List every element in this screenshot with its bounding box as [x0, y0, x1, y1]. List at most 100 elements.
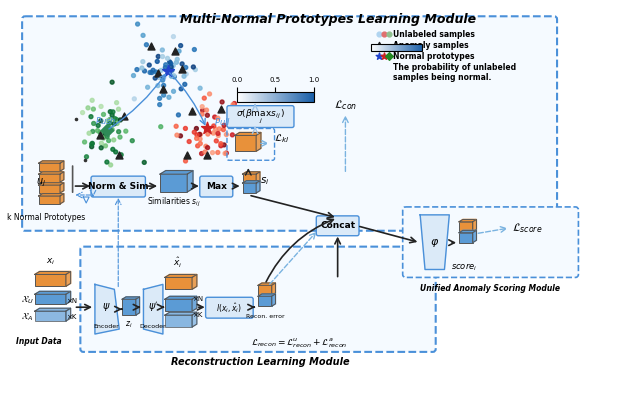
Point	[190, 66, 200, 73]
Point	[156, 123, 166, 130]
Point	[102, 133, 112, 140]
Point	[109, 121, 119, 127]
Point	[105, 120, 115, 127]
Point	[111, 99, 122, 106]
FancyBboxPatch shape	[38, 185, 60, 193]
Point	[209, 130, 219, 136]
Text: Multi-Normal Prototypes Learning Module: Multi-Normal Prototypes Learning Module	[180, 13, 476, 26]
Point	[102, 127, 112, 134]
Point	[195, 131, 205, 138]
Point	[86, 141, 97, 147]
Point	[152, 70, 163, 76]
Text: $\mathcal{L}_{score}$: $\mathcal{L}_{score}$	[513, 221, 543, 235]
Point	[374, 53, 385, 59]
FancyBboxPatch shape	[316, 216, 359, 236]
Polygon shape	[38, 194, 64, 196]
Text: ×K: ×K	[66, 314, 76, 320]
Point	[105, 108, 115, 115]
Point	[184, 138, 195, 145]
FancyBboxPatch shape	[38, 163, 60, 171]
Point	[198, 107, 208, 114]
Point	[166, 64, 176, 70]
Point	[99, 135, 109, 141]
Point	[108, 109, 118, 115]
Polygon shape	[160, 171, 193, 174]
Point	[191, 135, 202, 141]
Text: $s_i$: $s_i$	[260, 175, 269, 187]
Point	[79, 139, 90, 145]
Point	[171, 123, 181, 129]
Polygon shape	[258, 294, 275, 296]
Text: $l(x_i, \hat{x}_i)$: $l(x_i, \hat{x}_i)$	[216, 301, 243, 315]
Text: Max: Max	[206, 182, 227, 191]
Point	[70, 116, 81, 122]
Polygon shape	[459, 230, 476, 233]
Polygon shape	[38, 172, 64, 174]
Text: $\mathcal{X}_A$: $\mathcal{X}_A$	[21, 311, 33, 323]
Point	[137, 65, 147, 71]
Text: Input Data: Input Data	[16, 337, 61, 346]
FancyBboxPatch shape	[165, 277, 192, 289]
Point	[195, 132, 205, 138]
Point	[202, 125, 212, 132]
Point	[160, 64, 170, 71]
Text: Concat: Concat	[320, 221, 355, 230]
Point	[229, 100, 239, 107]
Point	[164, 59, 175, 65]
Point	[95, 132, 105, 139]
Point	[166, 73, 177, 79]
Point	[153, 53, 163, 60]
Point	[210, 114, 220, 120]
Point	[157, 53, 168, 60]
Point	[168, 72, 179, 79]
Point	[188, 64, 198, 70]
Polygon shape	[187, 171, 193, 192]
Point	[77, 109, 88, 116]
Text: $\psi$: $\psi$	[102, 301, 111, 313]
Polygon shape	[459, 219, 476, 222]
Point	[176, 86, 186, 92]
Polygon shape	[271, 294, 275, 306]
Point	[207, 149, 218, 156]
Point	[177, 66, 188, 72]
Point	[221, 131, 232, 138]
Point	[212, 149, 223, 156]
Polygon shape	[60, 183, 64, 193]
Polygon shape	[122, 297, 140, 299]
Text: k Normal Prototypes: k Normal Prototypes	[7, 213, 86, 222]
Point	[166, 60, 176, 66]
Polygon shape	[143, 285, 163, 334]
Point	[173, 112, 184, 118]
Point	[150, 75, 160, 81]
Text: $\mathcal{L}_{recon} = \mathcal{L}^u_{recon} + \mathcal{L}^a_{recon}$: $\mathcal{L}_{recon} = \mathcal{L}^u_{re…	[250, 337, 347, 351]
Point	[168, 88, 179, 94]
Point	[199, 95, 209, 101]
Point	[80, 157, 90, 163]
Point	[138, 59, 148, 65]
Point	[104, 117, 115, 123]
Point	[195, 85, 205, 91]
Point	[180, 81, 190, 88]
Polygon shape	[95, 285, 119, 334]
Point	[177, 61, 188, 67]
Point	[110, 116, 120, 122]
Polygon shape	[165, 296, 197, 299]
Point	[208, 130, 218, 136]
Point	[151, 69, 161, 75]
Point	[192, 132, 202, 138]
Point	[174, 48, 184, 54]
Polygon shape	[271, 283, 275, 295]
Point	[211, 126, 221, 132]
Point	[172, 132, 182, 138]
FancyBboxPatch shape	[165, 315, 192, 327]
Point	[100, 143, 111, 149]
Point	[93, 122, 103, 129]
Point	[212, 115, 223, 121]
Point	[167, 67, 177, 73]
Point	[197, 111, 207, 117]
Point	[86, 143, 97, 150]
Point	[88, 128, 98, 134]
Point	[202, 126, 212, 132]
Polygon shape	[35, 291, 70, 294]
Point	[158, 86, 168, 92]
